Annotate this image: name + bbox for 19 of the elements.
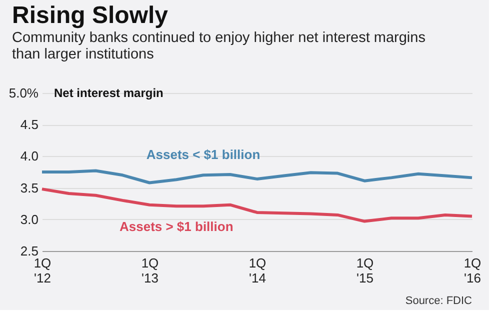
series-label: Assets < $1 billion bbox=[146, 146, 260, 162]
y-tick-label: 4.5 bbox=[20, 117, 38, 132]
x-tick-label: 1Q '13 bbox=[141, 256, 159, 286]
line-series bbox=[40, 188, 474, 223]
x-tick-label: 1Q '16 bbox=[464, 256, 482, 286]
line-series bbox=[40, 169, 474, 184]
x-tick-label: 1Q '12 bbox=[34, 256, 52, 286]
x-tick-label: 1Q '15 bbox=[356, 256, 374, 286]
y-axis-title: Net interest margin bbox=[54, 86, 164, 100]
source-note: Source: FDIC bbox=[405, 295, 472, 307]
x-tick-label: 1Q '14 bbox=[248, 256, 266, 286]
y-tick-label: 5.0% bbox=[8, 86, 39, 100]
chart-title: Rising Slowly bbox=[12, 2, 169, 29]
y-tick-label: 4.0 bbox=[20, 148, 38, 164]
chart-subtitle: Community banks continued to enjoy higher net interest margins than larger institutions bbox=[12, 30, 426, 62]
y-tick-label: 2.5 bbox=[20, 244, 38, 258]
series-label: Assets > $1 billion bbox=[119, 218, 234, 234]
y-tick-label: 3.5 bbox=[20, 180, 38, 196]
y-tick-label: 3.0 bbox=[20, 212, 38, 227]
